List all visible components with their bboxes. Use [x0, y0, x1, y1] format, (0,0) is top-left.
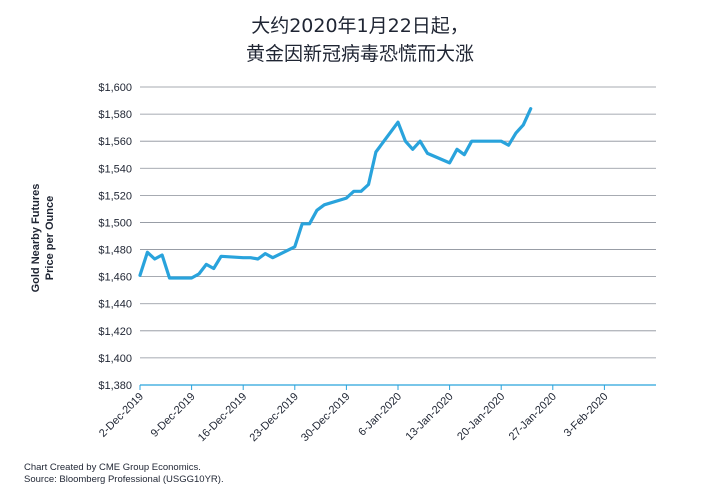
x-tick-label: 6-Jan-2020 [356, 391, 404, 439]
y-tick-label: $1,380 [98, 380, 132, 392]
y-tick-label: $1,400 [98, 353, 132, 365]
chart-title-line-2: 黄金因新冠病毒恐慌而大涨 [245, 43, 474, 65]
x-tick-label: 3-Feb-2020 [562, 391, 611, 440]
x-tick-label: 23-Dec-2019 [247, 391, 300, 444]
y-tick-label: $1,420 [98, 326, 132, 338]
y-tick-label: $1,560 [98, 136, 132, 148]
y-tick-label: $1,540 [98, 163, 132, 175]
y-tick-label: $1,480 [98, 245, 132, 257]
y-tick-label: $1,460 [98, 272, 132, 284]
x-tick-label: 30-Dec-2019 [299, 391, 352, 444]
footer-source: Source: Bloomberg Professional (USGG10YR… [24, 474, 224, 485]
y-tick-label: $1,500 [98, 217, 132, 229]
x-tick-label: 13-Jan-2020 [404, 391, 456, 443]
y-tick-label: $1,580 [98, 109, 132, 121]
x-tick-label: 16-Dec-2019 [196, 391, 249, 444]
x-tick-label: 20-Jan-2020 [455, 391, 507, 443]
y-tick-label: $1,600 [98, 82, 132, 94]
footer-credit: Chart Created by CME Group Economics. [24, 462, 201, 473]
chart-title: 大约2020年1月22日起， 黄金因新冠病毒恐慌而大涨 [0, 12, 720, 68]
x-tick-label: 9-Dec-2019 [149, 391, 198, 440]
x-tick-label: 27-Jan-2020 [507, 391, 559, 443]
y-tick-label: $1,520 [98, 190, 132, 202]
y-tick-label: $1,440 [98, 299, 132, 311]
chart-footer: Chart Created by CME Group Economics. So… [24, 462, 224, 486]
chart-title-line-1: 大约2020年1月22日起， [251, 15, 469, 37]
x-tick-label: 2-Dec-2019 [97, 391, 146, 440]
gold-price-series-line [138, 107, 533, 280]
